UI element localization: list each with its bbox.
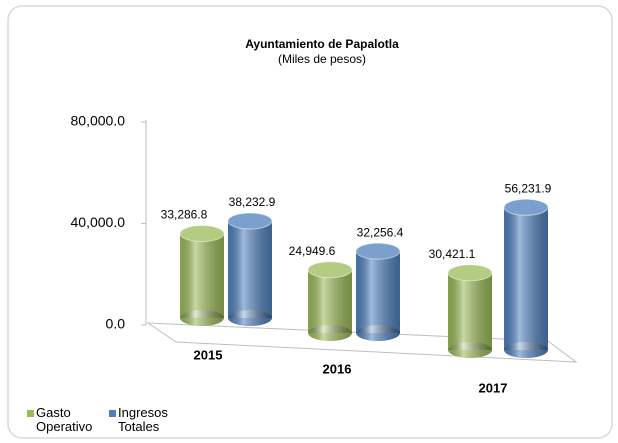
bar-top [179, 225, 225, 243]
bar [227, 212, 273, 326]
data-label: 24,949.6 [289, 244, 336, 258]
bar-shade [504, 207, 548, 350]
data-label: 33,286.8 [161, 208, 208, 222]
bar-top-shine [356, 243, 400, 260]
bar-top-shine [504, 199, 548, 216]
bar-shade [308, 269, 352, 333]
legend-swatch [27, 410, 34, 417]
bar [447, 264, 493, 358]
legend-entry: Ingresos Totales [109, 405, 178, 434]
bar-top-shine [180, 225, 224, 242]
bar-top [447, 264, 493, 282]
bar-shade [448, 272, 492, 350]
bar-shade-bottom [180, 310, 224, 326]
bar-shade-bottom [504, 342, 548, 358]
bar-shade-bottom [228, 310, 272, 326]
chart-title: Ayuntamiento de Papalotla [245, 37, 399, 51]
y-tick-label: 80,000.0 [71, 113, 126, 129]
bar-shade-bottom [448, 342, 492, 358]
x-tick-label: 2017 [479, 380, 508, 395]
y-tick-label: 0.0 [106, 316, 126, 332]
x-tick-label: 2016 [323, 361, 352, 376]
chart-subtitle: (Miles de pesos) [278, 52, 366, 66]
bar-shade [356, 251, 400, 333]
bar-shade-bottom [356, 325, 400, 341]
bar [503, 198, 549, 358]
bar-top-shine [308, 261, 352, 278]
bar-top [227, 212, 273, 230]
bar [355, 242, 401, 341]
legend-label: Ingresos Totales [118, 405, 168, 434]
x-tick-label: 2015 [194, 347, 223, 362]
bar-shade [228, 220, 272, 318]
bar-top [503, 198, 549, 216]
bar-top-shine [228, 212, 272, 229]
bar [307, 261, 353, 341]
legend-swatch [109, 410, 116, 417]
bar-shade [180, 233, 224, 318]
bar-top [307, 261, 353, 279]
bar [179, 225, 225, 326]
data-label: 30,421.1 [429, 247, 476, 261]
data-label: 38,232.9 [229, 195, 276, 209]
data-label: 56,231.9 [505, 181, 552, 195]
legend-entry: Gasto Operativo [27, 405, 96, 434]
y-tick-label: 40,000.0 [71, 214, 126, 230]
bar-top [355, 242, 401, 260]
legend-label: Gasto Operativo [36, 405, 93, 434]
bar-top-shine [448, 264, 492, 281]
bar-shade-bottom [308, 325, 352, 341]
data-label: 32,256.4 [357, 225, 404, 239]
